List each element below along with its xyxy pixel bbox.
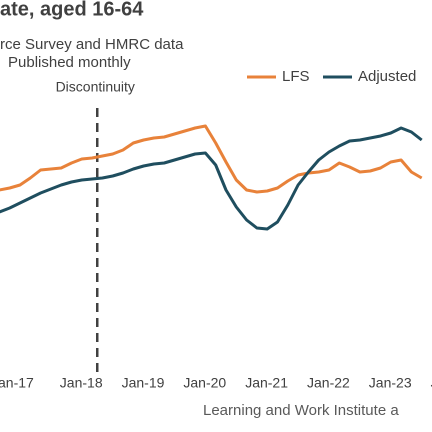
x-tick-label: Jan-21 xyxy=(245,375,288,391)
x-tick-label: Jan-19 xyxy=(122,375,165,391)
line xyxy=(0,124,423,194)
x-tick-label: Jan-18 xyxy=(60,375,103,391)
x-tick-label: Jan-22 xyxy=(307,375,350,391)
x-tick-label: an-17 xyxy=(0,375,34,391)
chart-title: ate, aged 16-64 xyxy=(0,0,144,20)
legend-label: LFS xyxy=(282,68,310,85)
chart-note: Published monthly xyxy=(8,54,131,71)
chart-subtitle: rce Survey and HMRC data xyxy=(0,36,184,53)
source: Learning and Work Institute a xyxy=(203,402,399,419)
line xyxy=(0,126,423,231)
x-tick-label: J xyxy=(431,375,432,391)
x-tick-label: Jan-23 xyxy=(369,375,412,391)
annotation: Discontinuity xyxy=(56,79,135,95)
x-tick-label: Jan-20 xyxy=(183,375,226,391)
legend-label: Adjusted xyxy=(358,68,416,85)
